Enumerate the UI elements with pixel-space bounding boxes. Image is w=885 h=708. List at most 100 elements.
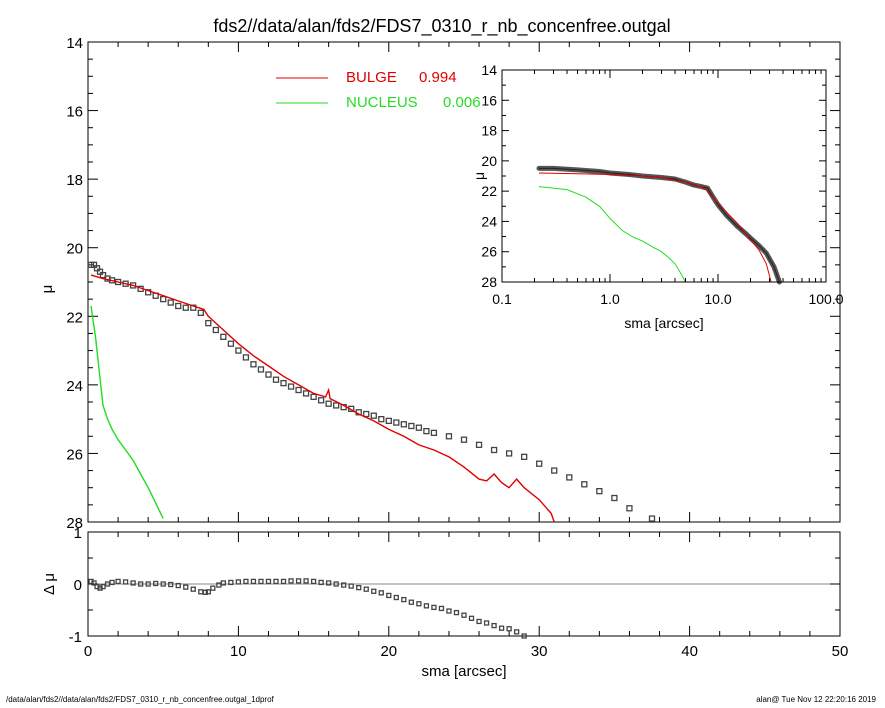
data-point-marker [235, 347, 242, 354]
data-point-marker [242, 354, 250, 361]
main-y-tick-label: 18 [66, 172, 83, 189]
data-point-marker [257, 366, 265, 373]
data-point-marker [385, 417, 392, 425]
residual-point-marker [250, 578, 257, 585]
inset-y-tick-label: 22 [481, 183, 497, 199]
residual-point-marker [431, 604, 437, 611]
residual-point-marker [205, 589, 211, 595]
residual-point-marker [115, 578, 121, 585]
residual-point-marker [498, 625, 505, 631]
data-point-marker [536, 460, 543, 467]
residual-point-marker [295, 578, 302, 584]
residual-point-marker [91, 580, 97, 586]
residual-x-tick-labels: 0 10 20 30 40 50 [84, 643, 849, 660]
residual-point-marker [273, 578, 279, 585]
residual-point-marker [408, 599, 415, 605]
data-point-marker [445, 433, 453, 440]
residual-point-marker [371, 588, 377, 594]
residual-ticks [87, 531, 841, 637]
residual-point-marker [513, 629, 520, 635]
inset-x-tick-labels: 0.1 1.0 10.0 100.0 [492, 291, 843, 307]
data-point-marker [400, 421, 407, 428]
inset-y-tick-label: 28 [481, 274, 497, 290]
data-point-marker [160, 295, 167, 303]
residual-point-marker [228, 579, 234, 586]
main-y-tick-labels: 14 16 18 20 22 24 26 28 [66, 35, 83, 532]
data-point-marker [190, 304, 197, 311]
residual-point-marker [356, 584, 362, 591]
residual-x-tick-label: 20 [380, 643, 397, 660]
inset-panel: 14 16 18 20 22 24 26 28 0.1 1.0 10.0 100.0 μ sma [… [471, 62, 844, 331]
data-point-marker [521, 453, 528, 461]
residual-point-marker [325, 580, 332, 586]
inset-y-tick-label: 14 [481, 62, 497, 78]
residual-point-marker [153, 580, 159, 587]
data-point-marker [408, 422, 415, 430]
main-y-tick-label: 16 [66, 104, 83, 121]
residual-point-marker [109, 579, 115, 586]
inset-y-tick-label: 18 [481, 123, 497, 139]
data-point-marker [220, 333, 227, 341]
inset-nucleus-line [538, 186, 686, 283]
data-point-marker [325, 400, 332, 407]
main-ticks [87, 41, 841, 523]
residual-point-marker [175, 582, 181, 589]
residual-point-marker [265, 578, 272, 585]
residual-point-marker [423, 603, 430, 609]
residual-point-marker [288, 578, 294, 584]
residual-point-marker [202, 589, 208, 595]
residual-point-marker [386, 592, 392, 599]
residual-x-tick-label: 10 [230, 643, 247, 660]
residual-point-marker [333, 581, 339, 587]
data-point-marker [393, 419, 400, 426]
main-y-axis-label: μ [39, 285, 56, 294]
inset-y-tick-label: 20 [481, 153, 497, 169]
residual-point-marker [378, 590, 384, 596]
data-point-marker [490, 446, 498, 454]
inset-x-tick-label: 0.1 [492, 291, 512, 307]
residual-point-marker [130, 580, 136, 586]
data-point-marker [272, 376, 280, 383]
residual-point-marker [483, 620, 490, 626]
residual-point-marker [216, 582, 222, 588]
residual-point-marker [468, 615, 475, 621]
data-point-marker [551, 467, 558, 474]
data-point-marker [475, 441, 483, 449]
data-point-marker [287, 383, 295, 390]
residual-point-marker [220, 580, 227, 586]
data-point-marker [317, 397, 325, 404]
residual-point-marker [210, 585, 216, 591]
data-point-marker [182, 304, 189, 311]
inset-y-tick-label: 26 [481, 244, 497, 260]
residual-point-marker [160, 581, 166, 587]
data-point-marker [648, 515, 656, 522]
inset-data-profile-core [539, 167, 780, 283]
residual-point-marker [310, 578, 317, 585]
inset-series [536, 165, 782, 285]
main-panel: 14 16 18 20 22 24 26 28 μ BULGE 0.994 NUCLEUS 0… [39, 35, 841, 532]
residual-x-tick-label: 40 [681, 643, 698, 660]
residual-point-marker [446, 608, 452, 614]
main-y-tick-label: 22 [66, 309, 83, 326]
main-y-tick-label: 28 [66, 515, 83, 532]
main-y-tick-label: 24 [66, 378, 83, 395]
legend-nucleus-label: NUCLEUS [346, 94, 418, 111]
inset-x-tick-label: 100.0 [808, 291, 843, 307]
residual-point-marker [235, 579, 242, 585]
data-point-marker [265, 371, 272, 378]
footer-timestamp: alan@ Tue Nov 12 22:20:16 2019 [756, 695, 876, 704]
residual-point-marker [145, 581, 151, 587]
residual-y-tick-label: -1 [69, 629, 82, 646]
residual-point-marker [401, 596, 407, 603]
residual-x-axis-label: sma [arcsec] [421, 663, 506, 680]
data-point-marker [250, 361, 257, 368]
residual-point-marker [100, 583, 106, 590]
residual-x-tick-label: 30 [531, 643, 548, 660]
legend: BULGE 0.994 NUCLEUS 0.006 [276, 69, 481, 111]
data-point-marker [302, 390, 310, 397]
residual-panel: 10-1 0 10 20 30 40 50 Δ μ sma [arcsec] [41, 525, 848, 680]
data-point-marker [423, 427, 430, 435]
chart-title: fds2//data/alan/fds2/FDS7_0310_r_nb_conc… [213, 16, 670, 37]
residual-point-marker [198, 589, 204, 595]
data-point-marker [505, 450, 513, 457]
